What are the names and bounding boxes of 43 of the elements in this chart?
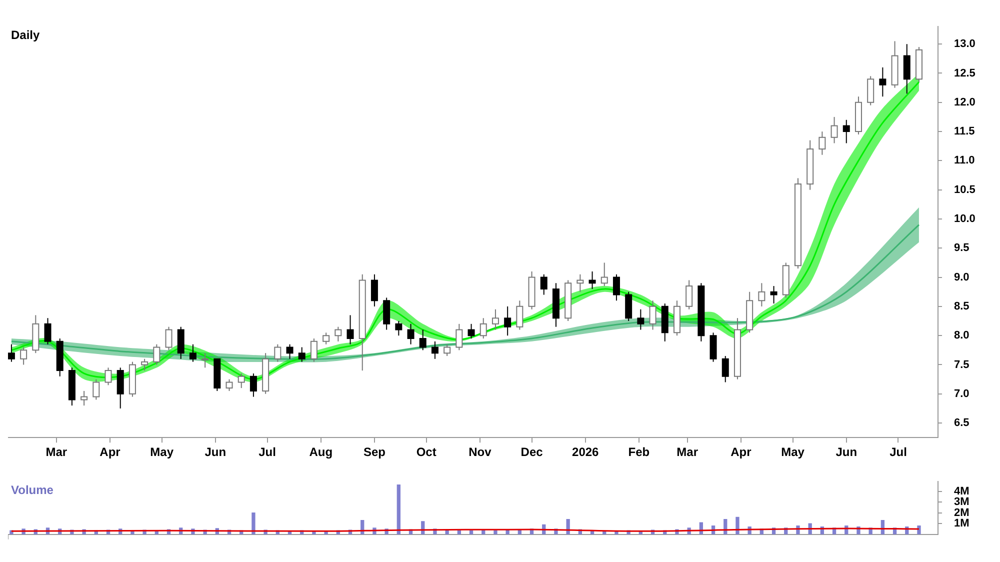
y-tick-label: 7.5 [954, 358, 970, 371]
y-tick-label: 13.0 [954, 38, 976, 50]
y-tick-label: 2M [954, 506, 970, 519]
x-tick-label: Mar [46, 445, 68, 460]
y-tick-label: 10.5 [954, 184, 976, 196]
x-tick-label: Jul [890, 445, 907, 460]
y-tick-label: 1M [954, 518, 970, 530]
x-tick-label: Nov [468, 445, 492, 460]
bar [566, 518, 570, 534]
bar [494, 530, 498, 534]
bar [736, 516, 740, 534]
x-tick-label: Oct [416, 445, 436, 460]
x-tick-label: Aug [309, 445, 333, 460]
x-tick-label: Sep [363, 445, 386, 460]
y-tick-label: 10.0 [954, 213, 976, 226]
y-tick-label: 9.0 [954, 271, 970, 284]
chart-title: Volume [11, 482, 54, 497]
y-tick-label: 12.5 [954, 67, 976, 80]
y-tick-label: 11.5 [954, 126, 975, 138]
x-tick-label: May [781, 445, 805, 460]
y-tick-label: 8.5 [954, 300, 970, 312]
x-tick-label: Dec [520, 445, 544, 460]
x-tick-label: Apr [730, 445, 752, 460]
x-tick-label: Jun [836, 445, 858, 460]
x-tick-label: Jul [258, 445, 276, 460]
x-tick-label: May [150, 445, 174, 460]
x-tick-label: Jun [204, 445, 226, 460]
y-tick-label: 11.0 [954, 154, 975, 167]
y-tick-label: 6.5 [954, 417, 970, 430]
y-tick-label: 9.5 [954, 242, 970, 254]
y-tick-label: 8.0 [954, 330, 970, 342]
x-tick-label: Apr [100, 445, 121, 460]
bar [396, 484, 400, 534]
y-tick-label: 3M [954, 496, 970, 508]
bar [917, 525, 921, 534]
y-tick-label: 4M [954, 485, 970, 498]
bar [252, 512, 256, 534]
x-tick-label: Feb [628, 445, 650, 460]
x-tick-label: 2026 [572, 445, 600, 460]
chart-title: Daily [11, 28, 40, 42]
y-tick-label: 12.0 [954, 96, 976, 108]
x-tick-label: Mar [676, 445, 698, 460]
y-tick-label: 7.0 [954, 388, 970, 400]
